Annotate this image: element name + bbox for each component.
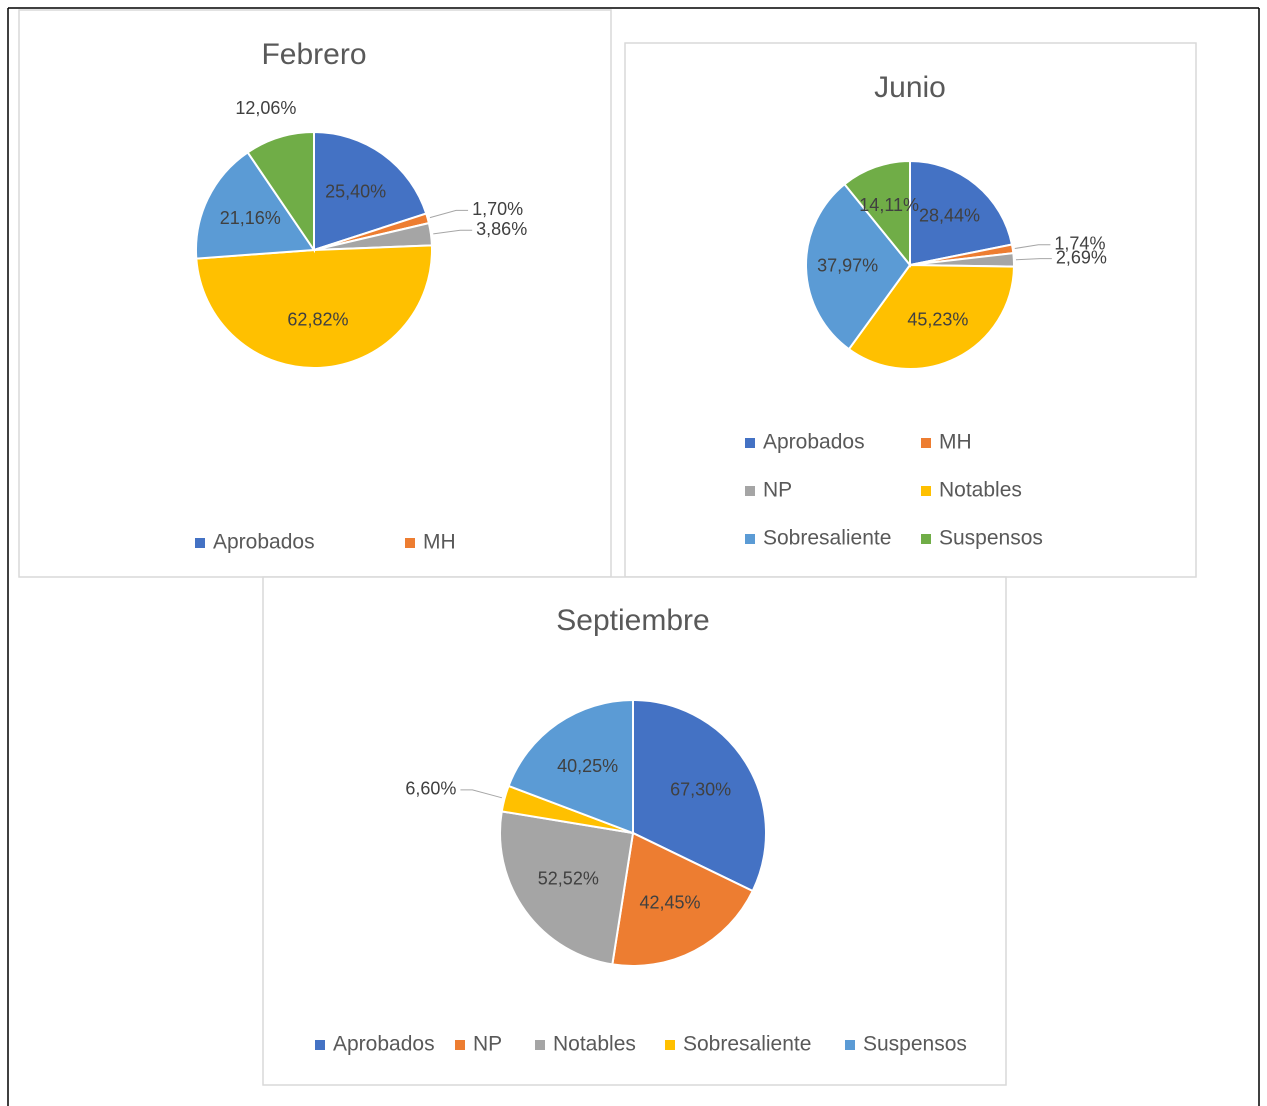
legend-label: MH bbox=[939, 431, 972, 454]
data-label: 12,06% bbox=[235, 98, 296, 118]
legend-label: Aprobados bbox=[763, 431, 865, 454]
legend-swatch bbox=[535, 1040, 545, 1050]
pie-slice bbox=[313, 130, 428, 252]
legend-label: Aprobados bbox=[213, 531, 315, 554]
leader-line bbox=[433, 229, 473, 235]
data-label: 1,70% bbox=[472, 199, 523, 219]
leader-line bbox=[460, 789, 503, 799]
data-label: 45,23% bbox=[907, 310, 968, 330]
legend-swatch bbox=[745, 534, 755, 544]
chart-title: Junio bbox=[874, 71, 946, 104]
legend-swatch bbox=[665, 1040, 675, 1050]
legend-label: Sobresaliente bbox=[763, 527, 891, 550]
data-label: 6,60% bbox=[405, 779, 456, 799]
data-label: 62,82% bbox=[287, 309, 348, 329]
data-label: 67,30% bbox=[670, 779, 731, 799]
data-label: 21,16% bbox=[220, 208, 281, 228]
legend-swatch bbox=[921, 486, 931, 496]
pie-slice bbox=[847, 263, 1016, 370]
data-label: 1,74% bbox=[1054, 234, 1105, 254]
data-label: 28,44% bbox=[919, 205, 980, 225]
legend-swatch bbox=[745, 486, 755, 496]
leader-line bbox=[1014, 244, 1051, 249]
data-label: 14,11% bbox=[859, 195, 919, 215]
legend-swatch bbox=[921, 438, 931, 448]
legend-swatch bbox=[315, 1040, 325, 1050]
legend-label: Notables bbox=[553, 1033, 636, 1056]
pie-slice bbox=[507, 698, 634, 835]
legend-label: Suspensos bbox=[939, 527, 1043, 550]
data-label: 52,52% bbox=[538, 868, 599, 888]
data-label: 42,45% bbox=[639, 892, 700, 912]
pie-slice bbox=[611, 831, 755, 967]
legend-label: Sobresaliente bbox=[683, 1033, 811, 1056]
pie-slice bbox=[909, 159, 1014, 267]
legend-swatch bbox=[745, 438, 755, 448]
pie-slice bbox=[805, 182, 912, 351]
legend-label: Aprobados bbox=[333, 1033, 435, 1056]
legend-swatch bbox=[405, 538, 415, 548]
pie-slice bbox=[246, 130, 315, 254]
legend-label: Suspensos bbox=[863, 1033, 967, 1056]
legend-label: NP bbox=[473, 1033, 502, 1056]
legend-swatch bbox=[845, 1040, 855, 1050]
data-label: 40,25% bbox=[557, 756, 618, 776]
pie-slice bbox=[195, 150, 316, 260]
legend-label: Notables bbox=[939, 479, 1022, 502]
pie-slice bbox=[843, 159, 911, 268]
data-label: 2,69% bbox=[1056, 247, 1107, 267]
data-label: 25,40% bbox=[325, 181, 386, 201]
chart-title: Febrero bbox=[261, 38, 366, 71]
chart-title: Septiembre bbox=[556, 604, 709, 637]
pie-slice bbox=[499, 810, 635, 966]
data-label: 37,97% bbox=[817, 255, 878, 275]
leader-line bbox=[429, 209, 469, 219]
pie-slice bbox=[632, 698, 767, 893]
legend-swatch bbox=[195, 538, 205, 548]
legend-swatch bbox=[921, 534, 931, 544]
data-label: 3,86% bbox=[476, 219, 527, 239]
legend-label: NP bbox=[763, 479, 792, 502]
leader-line bbox=[1015, 258, 1052, 261]
legend-label: MH bbox=[423, 531, 456, 554]
pie-slice bbox=[195, 244, 433, 369]
legend-swatch bbox=[455, 1040, 465, 1050]
